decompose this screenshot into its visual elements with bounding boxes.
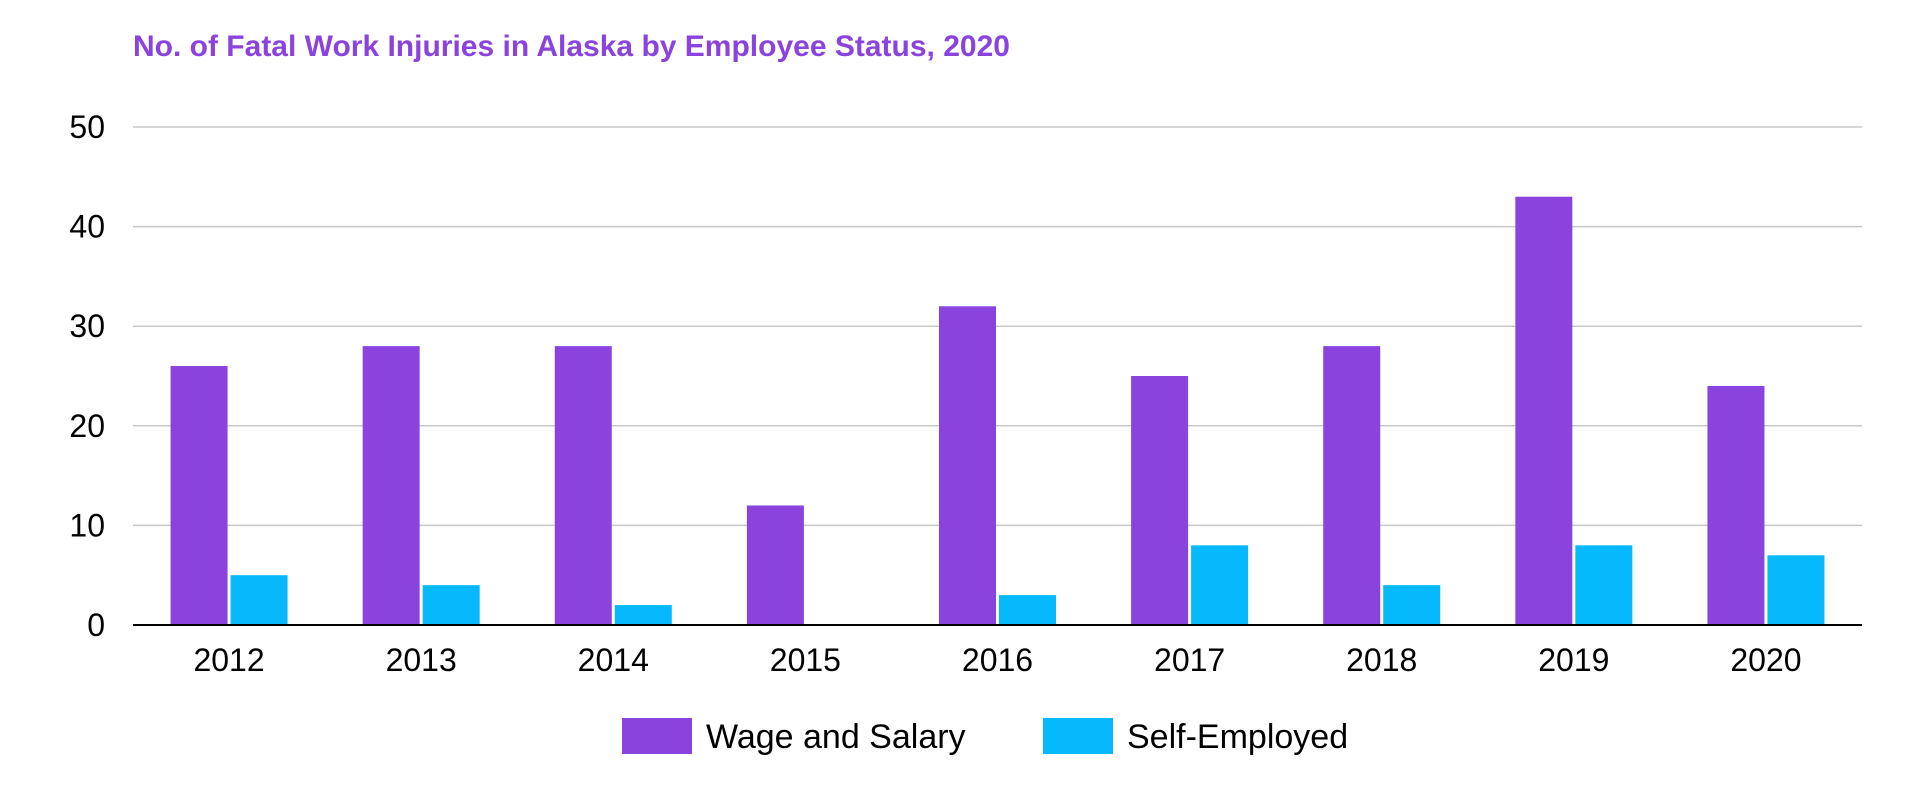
y-tick-label: 0 bbox=[87, 607, 105, 643]
legend-swatch-wage-and-salary bbox=[622, 718, 692, 754]
x-tick-label: 2013 bbox=[386, 642, 457, 678]
bar-wage-and-salary-2015 bbox=[746, 505, 804, 625]
bar-wage-and-salary-2012 bbox=[170, 366, 228, 625]
y-tick-label: 10 bbox=[69, 507, 105, 543]
y-axis-ticks: 0 10 20 30 40 50 bbox=[69, 109, 105, 643]
bar-wage-and-salary-2013 bbox=[362, 346, 420, 625]
x-tick-label: 2018 bbox=[1346, 642, 1417, 678]
bar-self-employed-2020 bbox=[1767, 555, 1825, 625]
bar-wage-and-salary-2019 bbox=[1515, 196, 1573, 625]
bar-self-employed-2019 bbox=[1575, 545, 1633, 625]
x-tick-label: 2020 bbox=[1730, 642, 1801, 678]
y-tick-label: 50 bbox=[69, 109, 105, 145]
grid-lines bbox=[133, 126, 1862, 527]
bar-self-employed-2012 bbox=[230, 575, 288, 625]
legend-label-wage-and-salary: Wage and Salary bbox=[706, 718, 966, 756]
y-tick-label: 30 bbox=[69, 308, 105, 344]
bar-self-employed-2017 bbox=[1191, 545, 1249, 625]
x-tick-label: 2016 bbox=[962, 642, 1033, 678]
bar-wage-and-salary-2016 bbox=[939, 306, 996, 625]
bar-self-employed-2013 bbox=[422, 585, 480, 625]
x-tick-label: 2015 bbox=[770, 642, 841, 678]
bar-wage-and-salary-2018 bbox=[1323, 346, 1381, 625]
x-tick-label: 2014 bbox=[578, 642, 649, 678]
bar-wage-and-salary-2020 bbox=[1707, 385, 1765, 625]
bar-self-employed-2014 bbox=[614, 605, 672, 625]
chart-title: No. of Fatal Work Injuries in Alaska by … bbox=[133, 30, 1010, 63]
bar-wage-and-salary-2017 bbox=[1131, 376, 1189, 625]
bar-self-employed-2016 bbox=[999, 595, 1056, 625]
y-tick-label: 40 bbox=[69, 209, 105, 245]
x-tick-label: 2012 bbox=[193, 642, 264, 678]
legend-label-self-employed: Self-Employed bbox=[1127, 718, 1348, 756]
bar-wage-and-salary-2014 bbox=[554, 346, 612, 625]
bars bbox=[170, 196, 1825, 625]
x-tick-label: 2017 bbox=[1154, 642, 1225, 678]
x-tick-label: 2019 bbox=[1538, 642, 1609, 678]
legend: Wage and Salary Self-Employed bbox=[622, 718, 1348, 756]
x-axis-ticks: 2012 2013 2014 2015 2016 2017 2018 2019 2020 bbox=[193, 642, 1801, 678]
legend-swatch-self-employed bbox=[1043, 718, 1113, 754]
y-tick-label: 20 bbox=[69, 408, 105, 444]
bar-self-employed-2018 bbox=[1383, 585, 1441, 625]
